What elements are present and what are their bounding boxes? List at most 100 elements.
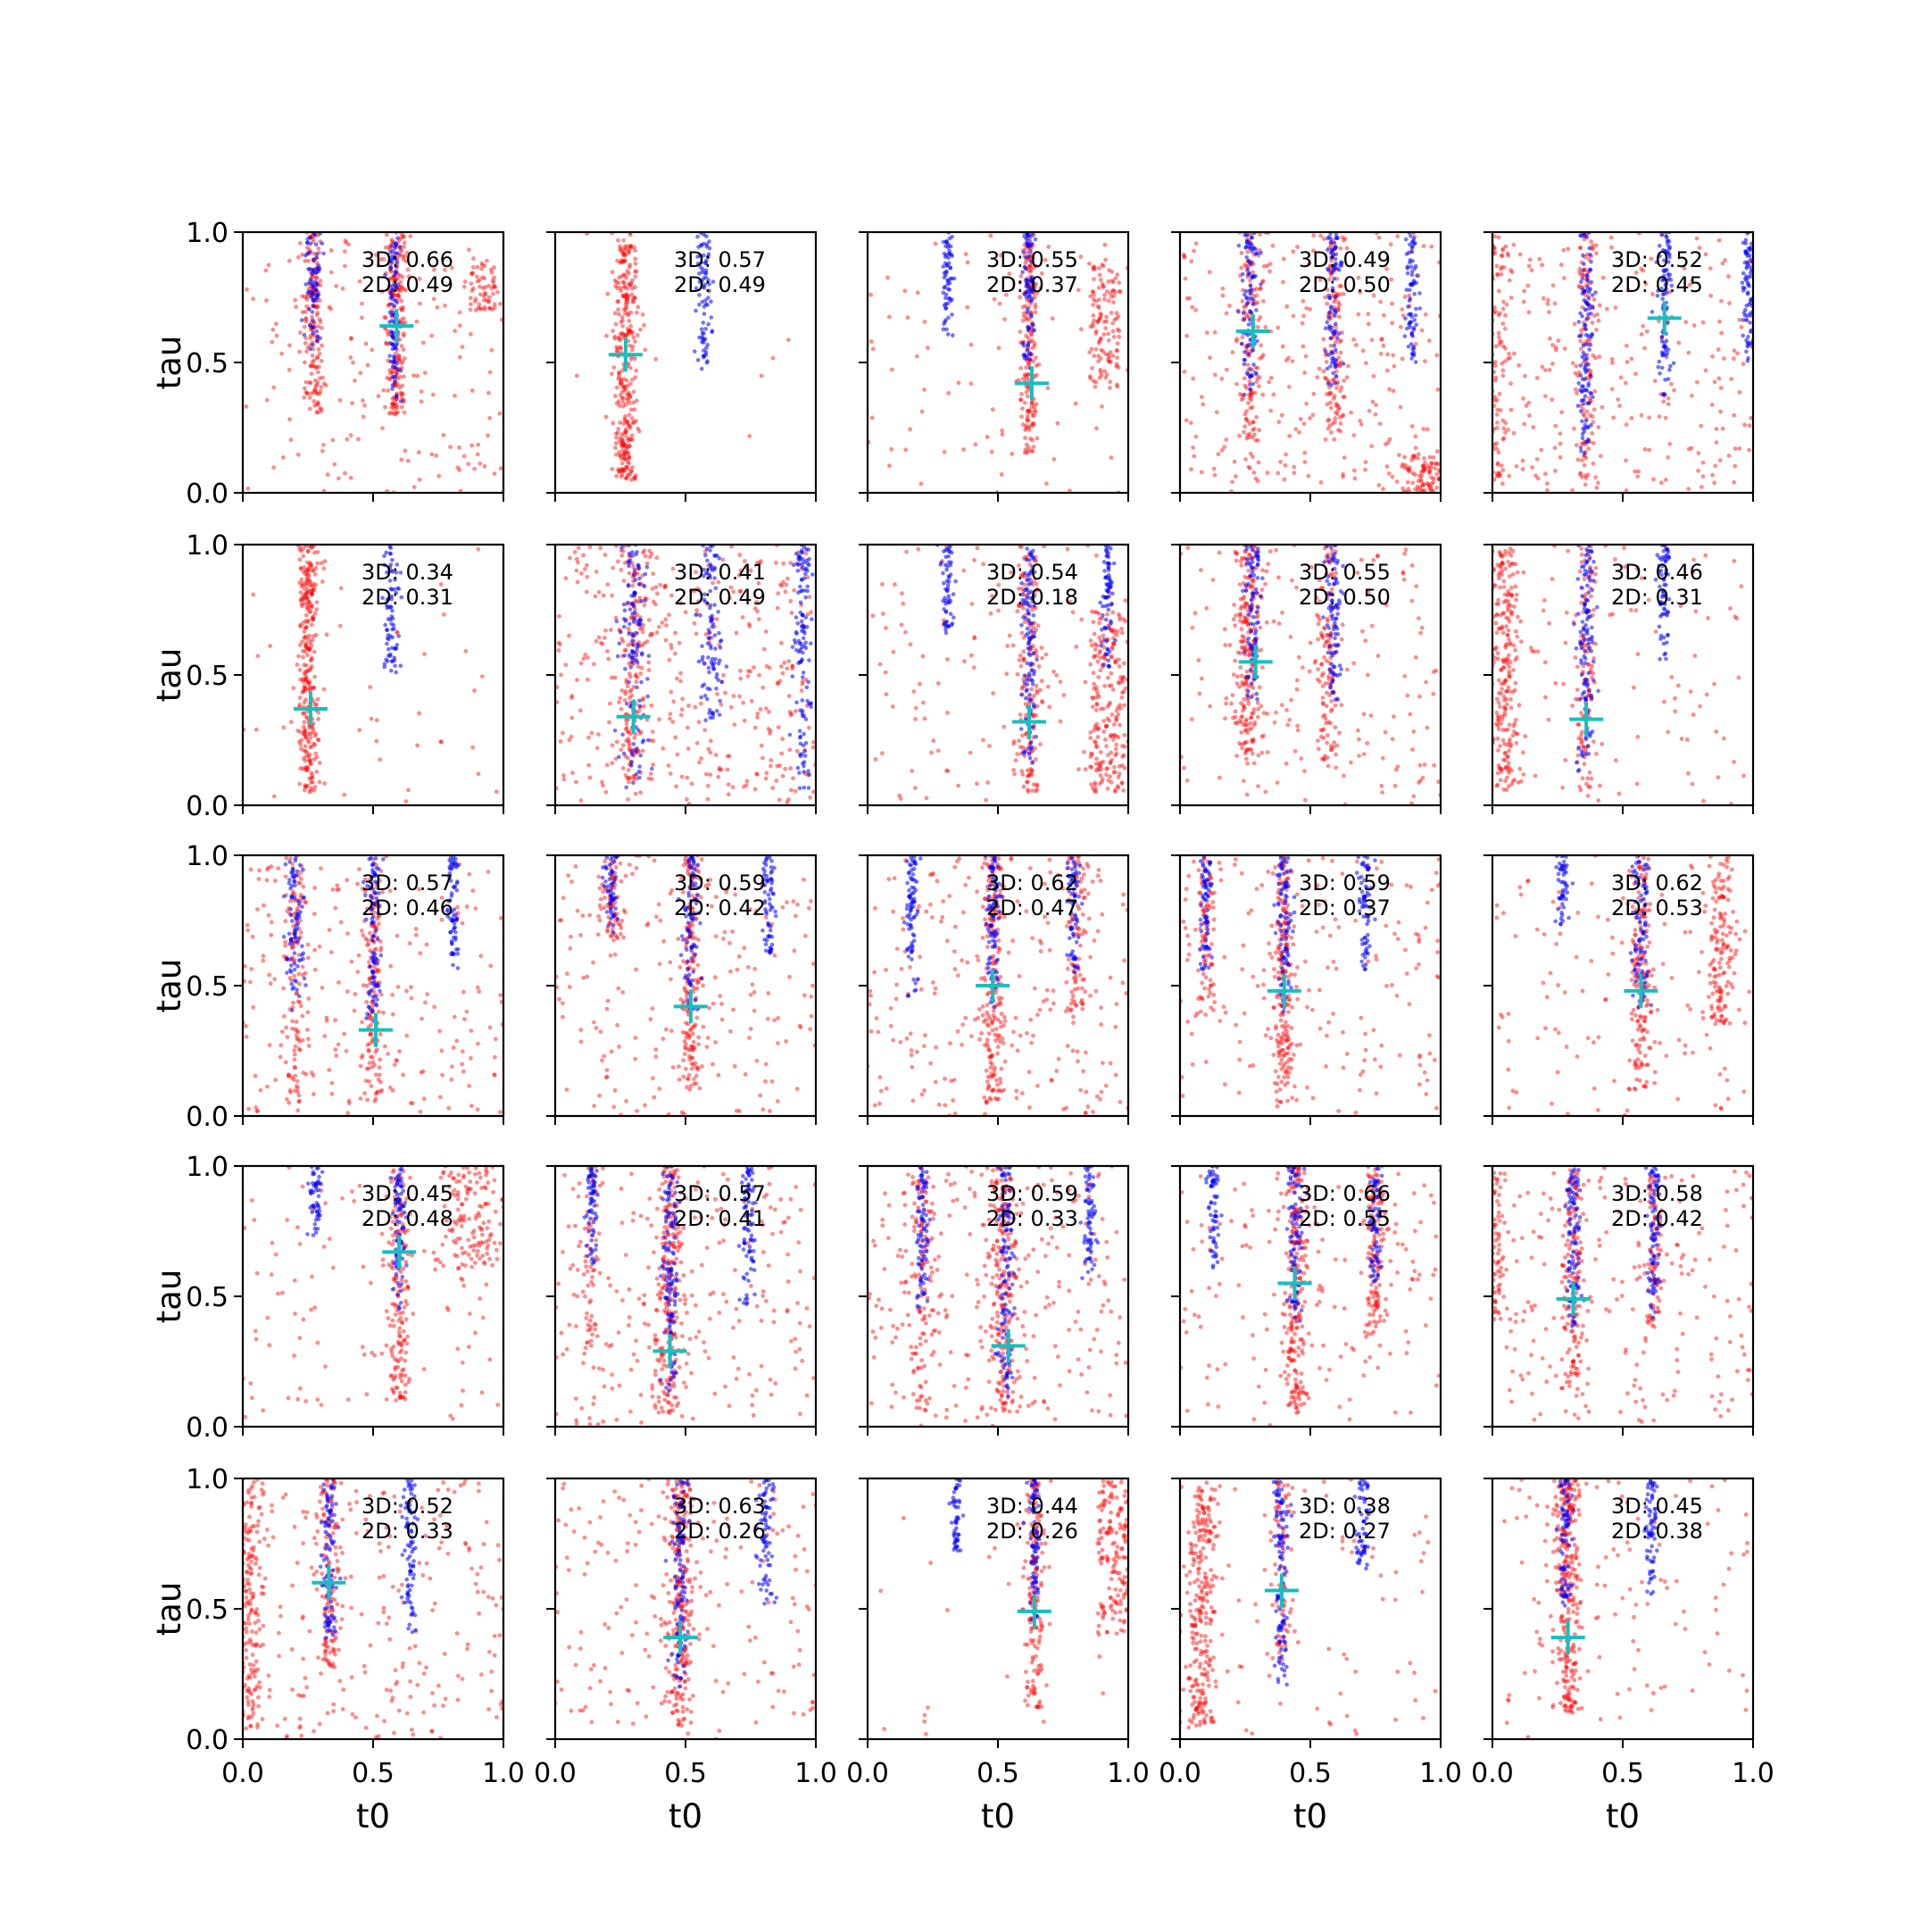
red-point: [1500, 272, 1504, 277]
red-point: [704, 772, 709, 777]
blue-point: [631, 655, 636, 660]
red-point: [635, 599, 639, 604]
red-point: [1271, 393, 1276, 397]
red-point: [1030, 438, 1035, 443]
blue-point: [694, 612, 698, 617]
red-point: [727, 754, 732, 758]
red-point: [981, 738, 985, 743]
red-point: [418, 302, 422, 306]
red-point: [351, 361, 355, 365]
red-point: [1105, 289, 1109, 294]
red-point: [913, 717, 918, 721]
red-point: [679, 712, 684, 717]
red-point: [1291, 359, 1295, 363]
blue-point: [1582, 351, 1586, 355]
red-point: [945, 657, 950, 662]
red-point: [1107, 355, 1111, 360]
red-point: [1101, 719, 1106, 723]
red-point: [1276, 420, 1281, 424]
red-point: [1370, 337, 1375, 342]
red-point: [1000, 429, 1004, 433]
red-point: [1497, 450, 1501, 454]
red-point: [1329, 406, 1334, 411]
red-point: [1059, 679, 1063, 684]
red-point: [887, 463, 892, 468]
blue-point: [1661, 345, 1666, 349]
red-point: [776, 682, 780, 687]
red-point: [760, 686, 765, 690]
red-point: [1100, 262, 1104, 267]
red-point: [1596, 425, 1600, 429]
red-point: [1015, 752, 1019, 756]
red-point: [964, 252, 968, 256]
blue-point: [645, 677, 650, 681]
red-point: [676, 753, 680, 757]
red-point: [1044, 481, 1049, 486]
red-point: [1573, 321, 1577, 326]
red-point: [1508, 279, 1512, 283]
red-point: [1114, 658, 1118, 662]
red-point: [1419, 479, 1424, 484]
red-point: [1251, 454, 1255, 459]
red-point: [746, 674, 751, 679]
red-point: [1047, 704, 1051, 709]
red-point: [312, 742, 316, 746]
red-point: [1117, 612, 1121, 617]
red-point: [788, 747, 793, 752]
red-point: [1737, 318, 1741, 322]
red-point: [627, 768, 631, 772]
red-point: [1497, 331, 1501, 336]
red-point: [752, 665, 756, 670]
red-point: [726, 768, 730, 772]
red-point: [1635, 474, 1640, 479]
red-point: [699, 702, 703, 706]
red-point: [1189, 259, 1193, 263]
red-point: [1553, 302, 1558, 306]
red-point: [1304, 402, 1309, 406]
blue-point: [637, 776, 642, 780]
red-point: [302, 689, 306, 694]
blue-point: [392, 358, 396, 362]
blue-point: [1410, 352, 1415, 356]
red-point: [684, 610, 688, 614]
red-point: [1109, 654, 1114, 659]
red-point: [476, 279, 480, 284]
red-point: [457, 468, 461, 472]
blue-point: [388, 654, 393, 659]
red-point: [303, 587, 307, 591]
blue-point: [1331, 371, 1335, 376]
red-point: [1018, 745, 1023, 749]
blue-point: [311, 310, 315, 314]
blue-point: [1031, 329, 1035, 333]
red-point: [472, 467, 477, 471]
red-point: [461, 345, 465, 349]
label-3d: 3D: 0.52: [1611, 247, 1703, 272]
red-point: [1251, 405, 1255, 410]
red-point: [637, 709, 642, 713]
red-point: [300, 640, 304, 645]
red-point: [1666, 396, 1671, 401]
blue-point: [1576, 381, 1581, 386]
red-point: [605, 649, 610, 654]
blue-point: [1660, 233, 1665, 237]
red-point: [1283, 478, 1287, 482]
red-point: [368, 685, 372, 689]
red-point: [1200, 471, 1204, 475]
blue-point: [394, 298, 398, 303]
red-point: [1032, 445, 1036, 449]
red-point: [1391, 353, 1395, 357]
red-point: [603, 629, 608, 633]
red-point: [1287, 385, 1292, 389]
red-point: [1611, 415, 1616, 420]
red-point: [624, 430, 628, 435]
blue-point: [388, 341, 393, 346]
red-point: [626, 251, 630, 255]
red-point: [1381, 344, 1385, 348]
red-point: [628, 324, 633, 329]
red-point: [1115, 752, 1119, 756]
red-point: [1699, 424, 1703, 429]
red-point: [1109, 671, 1113, 676]
red-point: [1695, 380, 1699, 385]
red-point: [609, 628, 613, 632]
red-point: [467, 247, 471, 252]
